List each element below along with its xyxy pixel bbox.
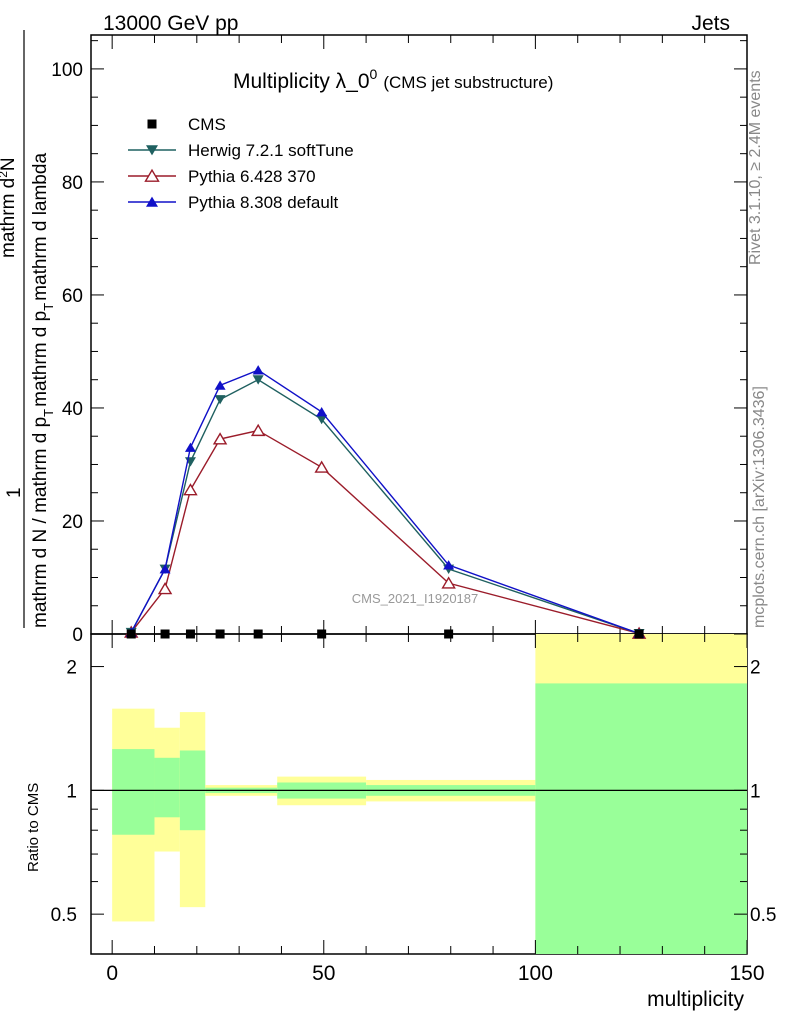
series-3-point-1 (159, 564, 171, 574)
series-0-point-1 (160, 629, 170, 639)
y-tick-label-zero: 0 (72, 625, 83, 646)
series-1-point-3 (214, 395, 226, 405)
series-3-point-4 (252, 365, 264, 375)
ratio-band-inner-6 (535, 683, 747, 954)
y-tick-label-1: 40 (62, 399, 83, 420)
ylabel-numerator: mathrm d2N (0, 157, 19, 258)
series-3-point-6 (443, 560, 455, 570)
header-left: 13000 GeV pp (103, 12, 238, 35)
main-ylabel: 1 mathrm d2N mathrm d N / mathrm d pTmat… (0, 30, 56, 628)
legend-marker-3 (146, 196, 158, 207)
series-2-point-3 (212, 432, 228, 445)
x-tick-label-1: 50 (312, 962, 335, 985)
series-0-point-4 (253, 629, 263, 639)
legend-label-3: Pythia 8.308 default (188, 193, 339, 212)
series-1-point-5 (316, 414, 328, 425)
y-tick-label-2: 60 (62, 286, 83, 307)
legend-marker-0 (147, 119, 157, 129)
series-0-point-5 (317, 629, 327, 639)
series-2-point-4 (250, 423, 266, 437)
mcplots-label: mcplots.cern.ch [arXiv:1306.3436] (751, 386, 768, 628)
ratio-bands (91, 634, 747, 954)
x-axis-label: multiplicity (647, 988, 744, 1011)
ratio-band-inner-0 (112, 749, 155, 835)
ratio-tick-label-left-2: 2 (66, 658, 77, 679)
y-tick-label-0: 20 (62, 512, 83, 533)
ratio-band-inner-1 (154, 757, 180, 818)
x-tick-label-0: 0 (106, 962, 118, 985)
series-2-point-2 (183, 483, 198, 496)
legend-label-2: Pythia 6.428 370 (188, 167, 316, 186)
legend-marker-2 (144, 168, 160, 182)
series-3-point-3 (214, 380, 226, 390)
chart-title: Multiplicity λ_00 (CMS jet substructure) (233, 66, 553, 93)
series-line-3 (130, 369, 640, 635)
series-3-point-2 (184, 442, 196, 452)
series-0-point-2 (185, 629, 195, 639)
legend-label-0: CMS (188, 115, 226, 134)
series-2-point-6 (441, 576, 456, 589)
chart-title-sub: (CMS jet substructure) (383, 73, 553, 92)
legend: CMS Herwig 7.2.1 softTune Pythia 6.428 370… (128, 115, 354, 212)
series-2-point-5 (314, 460, 329, 473)
series-3-point-5 (316, 406, 328, 417)
chart-title-main: Multiplicity λ_0 (233, 70, 370, 93)
series-2-point-1 (157, 582, 173, 595)
rivet-label: Rivet 3.1.10, ≥ 2.4M events (747, 70, 764, 265)
series-0-point-0 (126, 629, 136, 639)
ratio-tick-label-right-1: 1 (750, 781, 761, 802)
ylabel-top: 1 (4, 487, 25, 498)
ratio-tick-label-left-0: 0.5 (51, 905, 77, 926)
series-1-point-4 (252, 375, 264, 385)
ratio-tick-label-left-1: 1 (66, 781, 77, 802)
chart-title-sup: 0 (370, 66, 378, 82)
y-tick-label-3: 80 (62, 173, 83, 194)
series-layer (123, 365, 647, 639)
header-right: Jets (691, 12, 730, 35)
y-tick-label-4: 100 (51, 60, 83, 81)
series-0-point-7 (634, 629, 644, 639)
ratio-tick-label-right-2: 2 (750, 658, 761, 679)
series-0-point-3 (215, 629, 225, 639)
legend-marker-1 (146, 145, 158, 156)
ratio-tick-label-right-0: 0.5 (750, 905, 776, 926)
ylabel-denominator: mathrm d N / mathrm d pTmathrm d pTmathr… (30, 153, 56, 628)
x-tick-label-2: 100 (518, 962, 553, 985)
watermark: CMS_2021_I1920187 (352, 591, 479, 606)
x-tick-label-3: 150 (729, 962, 764, 985)
ratio-ylabel: Ratio to CMS (25, 783, 42, 872)
ratio-axis-ticks: 0.5 0.5 1 1 2 2 (51, 658, 777, 927)
series-0-point-6 (444, 629, 454, 639)
legend-label-1: Herwig 7.2.1 softTune (188, 141, 354, 160)
